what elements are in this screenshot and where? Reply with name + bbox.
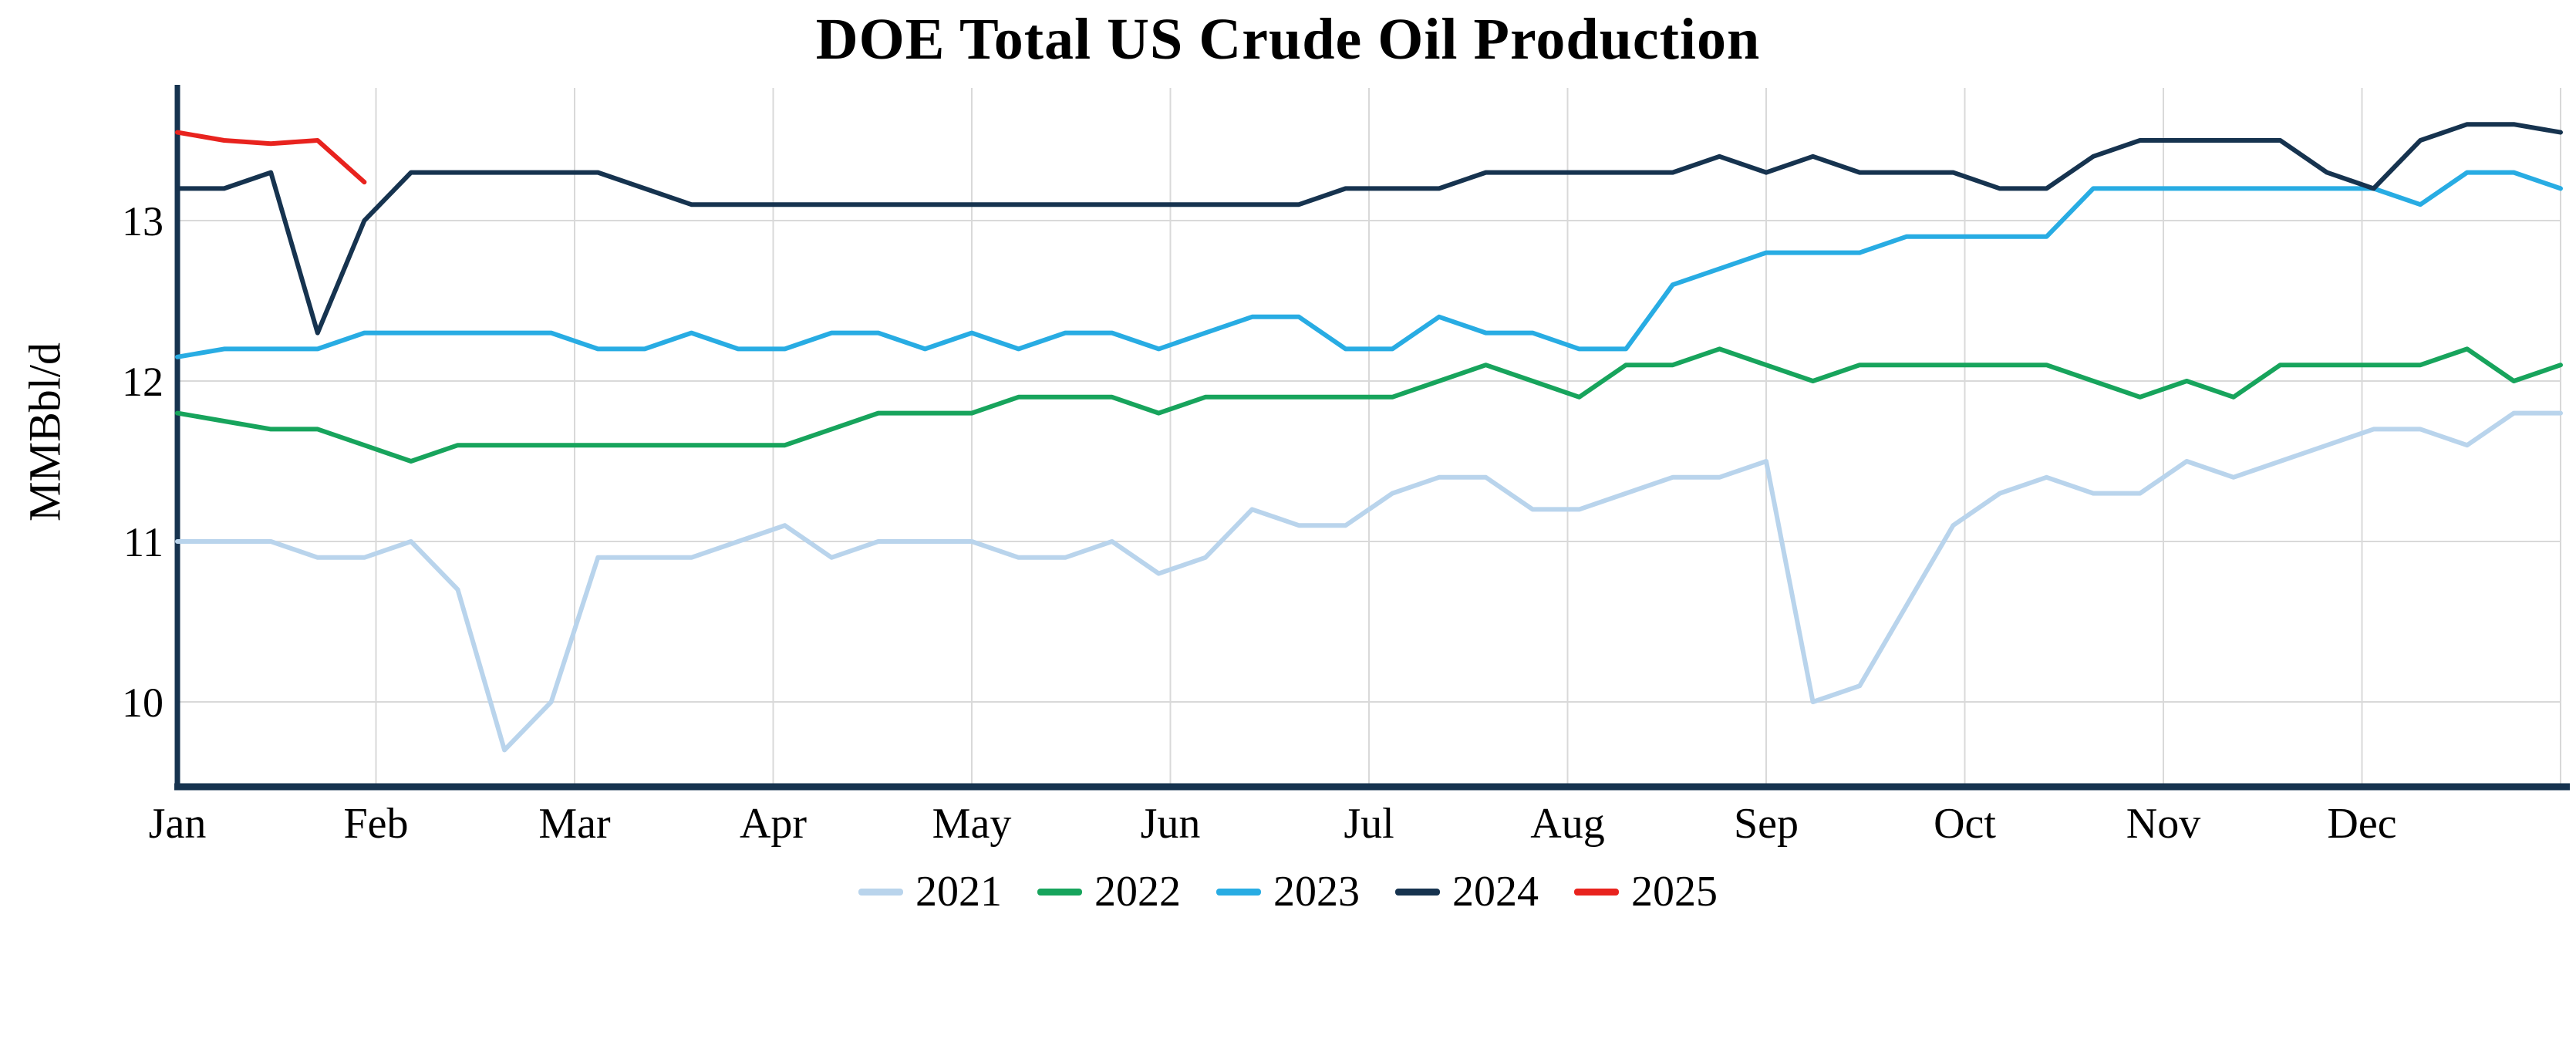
chart-title: DOE Total US Crude Oil Production [815,7,1761,72]
x-tick-label-mar: Mar [538,800,611,848]
series-line-2023 [175,170,2563,359]
legend-item-2021: 2021 [858,867,1002,916]
legend-label-2023: 2023 [1273,868,1360,916]
x-tick-label-feb: Feb [344,800,409,848]
legend: 2021 2022 2023 2024 2025 [0,867,2576,916]
legend-swatch-2023 [1216,888,1261,896]
series-line-2024 [175,122,2563,336]
legend-swatch-2024 [1395,888,1440,896]
y-tick-label: 10 [122,680,164,726]
legend-swatch-2025 [1574,888,1619,896]
legend-swatch-2021 [858,888,903,896]
series-line-2022 [175,346,2563,464]
legend-item-2022: 2022 [1037,867,1181,916]
legend-swatch-2022 [1037,888,1082,896]
x-tick-label-jan: Jan [149,800,207,848]
legend-item-2024: 2024 [1395,867,1539,916]
x-tick-label-may: May [932,800,1012,848]
x-tick-label-sep: Sep [1734,800,1799,848]
x-tick-label-dec: Dec [2327,800,2396,848]
x-tick-label-oct: Oct [1934,800,1996,848]
y-tick-label: 13 [122,198,164,245]
series-line-2021 [175,410,2563,753]
legend-item-2023: 2023 [1216,867,1360,916]
x-tick-label-jul: Jul [1344,800,1394,848]
x-tick-label-jun: Jun [1141,800,1201,848]
legend-item-2025: 2025 [1574,867,1718,916]
x-tick-label-apr: Apr [740,800,807,848]
legend-label-2022: 2022 [1094,868,1181,916]
y-tick-label: 12 [122,359,164,405]
y-tick-label: 11 [123,519,164,565]
series-line-2025 [175,130,367,185]
legend-label-2024: 2024 [1452,868,1539,916]
x-tick-label-aug: Aug [1530,800,1604,848]
legend-label-2025: 2025 [1631,868,1718,916]
x-tick-label-nov: Nov [2126,800,2200,848]
legend-label-2021: 2021 [915,868,1002,916]
